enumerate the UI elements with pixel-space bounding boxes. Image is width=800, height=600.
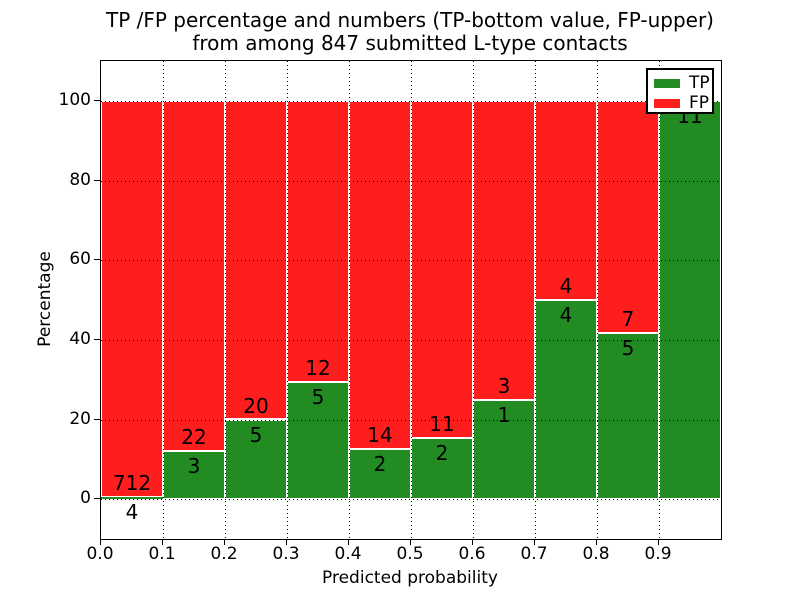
gridline-x-0.9 <box>659 61 660 539</box>
bar-count-label-fp-0.6: 3 <box>497 373 511 398</box>
y-tick-60 <box>94 259 100 261</box>
x-tick-label-0.8: 0.8 <box>582 544 610 564</box>
bar-count-label-fp-0.1: 22 <box>181 425 207 450</box>
legend-label-tp: TP <box>689 73 710 93</box>
x-tick-label-0.6: 0.6 <box>458 544 486 564</box>
tp-swatch-icon <box>654 78 680 88</box>
bar-count-label-fp-0.5: 11 <box>429 411 455 436</box>
gridline-x-0.3 <box>287 61 288 539</box>
bar-segment-tp-0.0 <box>101 496 163 500</box>
bar-count-label-tp-0.6: 1 <box>497 402 511 427</box>
bar-count-label-tp-0.7: 4 <box>559 303 573 327</box>
bar-count-label-fp-0.3: 12 <box>305 356 331 380</box>
y-tick-0 <box>94 498 100 500</box>
chart-title-line2: from among 847 submitted L-type contacts <box>192 31 628 55</box>
gridline-y-40 <box>101 339 721 341</box>
gridline-x-0.2 <box>225 61 226 539</box>
x-tick-label-0.1: 0.1 <box>148 544 176 564</box>
gridline-x-0.8 <box>597 61 598 539</box>
legend-label-fp: FP <box>689 93 710 113</box>
bar-segment-fp-0.5 <box>411 100 473 438</box>
x-tick-0.1 <box>162 539 163 545</box>
bar-segment-fp-0.1 <box>163 100 225 452</box>
bar-count-label-tp-0.5: 2 <box>435 440 449 465</box>
x-tick-0.7 <box>534 539 535 545</box>
legend-item-tp: TP <box>648 73 712 93</box>
legend: TP FP <box>646 68 714 114</box>
x-tick-label-0.9: 0.9 <box>644 544 672 564</box>
gridline-y-60 <box>101 260 721 262</box>
bar-count-label-fp-0.2: 20 <box>243 393 269 418</box>
gridline-y-20 <box>101 419 721 421</box>
bar-segment-tp-0.7 <box>535 300 597 500</box>
y-tick-100 <box>94 99 100 101</box>
x-tick-label-0.4: 0.4 <box>334 544 362 564</box>
bar-count-label-tp-0.0: 4 <box>125 499 139 524</box>
y-tick-label-100: 100 <box>58 89 91 110</box>
gridline-y-80 <box>101 180 721 182</box>
bar-segment-tp-0.8 <box>597 333 659 500</box>
y-tick-label-60: 60 <box>69 249 91 270</box>
bar-segment-fp-0.6 <box>473 100 535 400</box>
plot-area: TP FP 712 4 22 3 20 5 12 5 14 2 11 2 3 1 4 4 7 5 11 <box>100 60 722 540</box>
x-tick-label-0.0: 0.0 <box>86 544 114 564</box>
x-tick-0.5 <box>410 539 411 545</box>
y-tick-label-20: 20 <box>69 408 91 429</box>
x-tick-0.9 <box>658 539 659 545</box>
chart-title: TP /FP percentage and numbers (TP-bottom… <box>100 9 720 55</box>
bar-segment-fp-0.7 <box>535 100 597 300</box>
bar-count-label-tp-0.8: 5 <box>621 336 635 361</box>
fp-swatch-icon <box>654 98 680 108</box>
gridline-x-0.5 <box>411 61 412 539</box>
y-tick-label-0: 0 <box>80 488 91 509</box>
bar-count-label-tp-0.3: 5 <box>311 385 325 409</box>
x-tick-label-0.5: 0.5 <box>396 544 424 564</box>
y-tick-20 <box>94 418 100 420</box>
x-tick-label-0.3: 0.3 <box>272 544 300 564</box>
gridline-x-0.7 <box>535 61 536 539</box>
bar-count-label-fp-0.7: 4 <box>559 274 573 298</box>
bar-count-label-tp-0.2: 5 <box>249 422 263 447</box>
bar-count-label-fp-0.0: 712 <box>112 470 152 495</box>
gridline-y-100 <box>101 100 721 102</box>
chart-title-line1: TP /FP percentage and numbers (TP-bottom… <box>106 8 714 32</box>
legend-item-fp: FP <box>648 93 712 113</box>
x-tick-label-0.7: 0.7 <box>520 544 548 564</box>
x-axis-label: Predicted probability <box>322 568 498 588</box>
x-tick-0.2 <box>224 539 225 545</box>
bar-count-label-fp-0.4: 14 <box>367 423 393 448</box>
bar-segment-fp-0.0 <box>101 100 163 497</box>
bar-segment-fp-0.4 <box>349 100 411 450</box>
bar-segment-tp-0.9 <box>659 100 721 500</box>
gridline-y-0 <box>101 499 721 501</box>
x-tick-0.8 <box>596 539 597 545</box>
x-tick-0.4 <box>348 539 349 545</box>
bar-segment-tp-0.2 <box>225 419 287 500</box>
gridline-x-0.4 <box>349 61 350 539</box>
bar-segment-fp-0.8 <box>597 100 659 334</box>
bar-count-label-fp-0.8: 7 <box>621 307 635 332</box>
x-tick-0.6 <box>472 539 473 545</box>
x-tick-label-0.2: 0.2 <box>210 544 238 564</box>
y-tick-label-40: 40 <box>69 328 91 349</box>
gridline-x-0.6 <box>473 61 474 539</box>
y-tick-80 <box>94 179 100 181</box>
y-tick-label-80: 80 <box>69 169 91 190</box>
gridline-x-0.1 <box>163 61 164 539</box>
bar-count-label-tp-0.4: 2 <box>373 452 387 477</box>
bar-count-label-tp-0.1: 3 <box>187 454 201 479</box>
y-tick-40 <box>94 338 100 340</box>
x-tick-0.3 <box>286 539 287 545</box>
x-tick-0.0 <box>100 539 101 545</box>
